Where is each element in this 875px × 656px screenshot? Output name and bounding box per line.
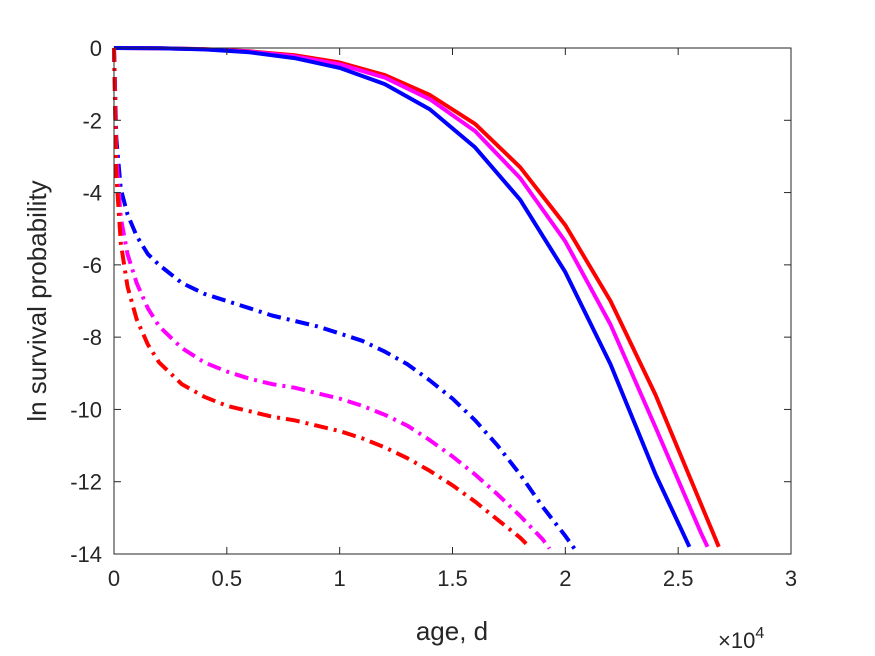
x-tick-label: 1.5 [437,566,468,591]
y-axis-label: ln survival probability [22,180,52,421]
x-multiplier: ×104 [718,625,764,653]
y-tick-label: -6 [82,253,102,278]
y-tick-label: -14 [70,542,102,567]
x-tick-label: 2.5 [663,566,694,591]
x-axis-label: age, d [416,616,488,646]
x-tick-label: 0.5 [212,566,243,591]
x-tick-label: 3 [785,566,797,591]
x-multiplier-base: ×10 [718,628,755,653]
y-tick-label: -10 [70,397,102,422]
series-line-2 [113,46,710,548]
series-line-1 [113,46,721,548]
x-tick-label: 2 [559,566,571,591]
y-tick-label: -8 [82,325,102,350]
x-tick-label: 1 [334,566,346,591]
y-tick-label: -2 [82,108,102,133]
y-tick-label: -4 [82,181,102,206]
series-line-3 [113,46,692,548]
y-tick-label: 0 [90,36,102,61]
series-layer [112,46,721,550]
series-line-6 [112,47,531,549]
x-multiplier-exponent: 4 [755,625,764,642]
tick-layer: 0 0.5 1 1.5 2 2.5 3 0 -2 -4 -6 -8 -10 -12 -14 [70,36,797,591]
x-tick-label: 0 [108,566,120,591]
series-line-5 [112,47,552,550]
y-tick-label: -12 [70,470,102,495]
series-line-4 [112,47,577,550]
